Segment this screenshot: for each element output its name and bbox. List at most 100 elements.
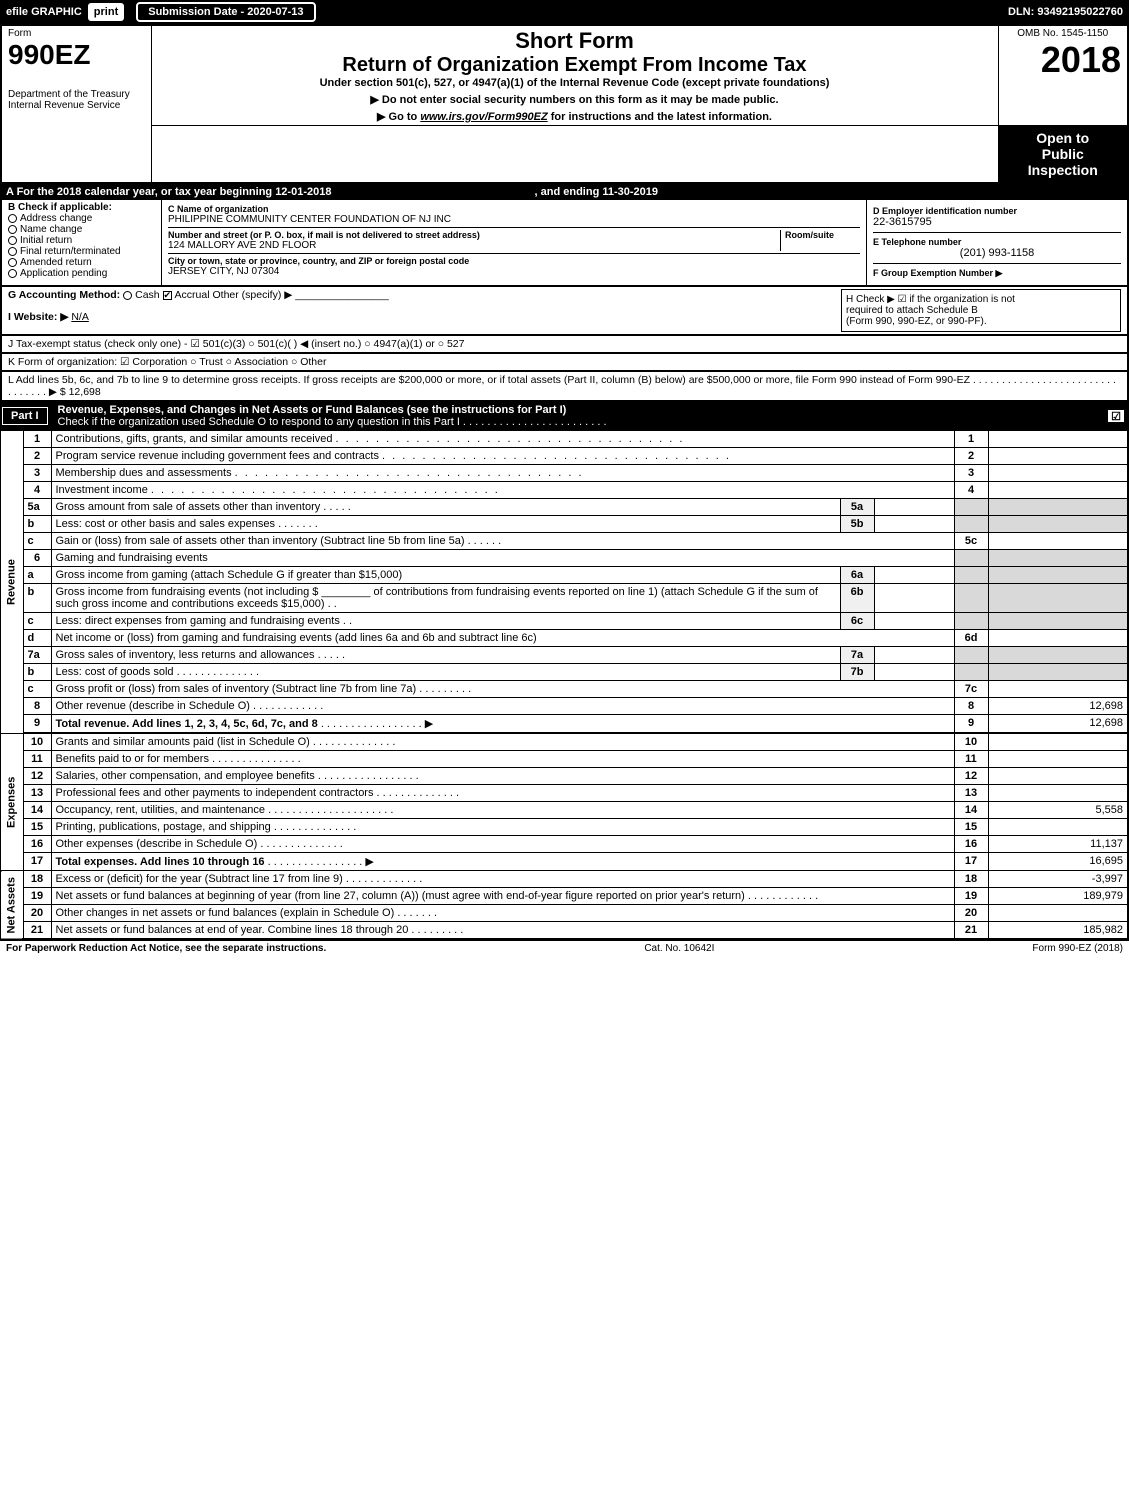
goto-line: ▶ Go to www.irs.gov/Form990EZ for instru… [158,110,992,123]
phone-value: (201) 993-1158 [873,247,1121,259]
line-18: Net Assets 18Excess or (deficit) for the… [1,871,1128,888]
part1-check-line: Check if the organization used Schedule … [58,416,607,428]
goto-suffix: for instructions and the latest informat… [548,111,772,123]
chk-final-return[interactable]: Final return/terminated [8,246,155,257]
line-2: 2Program service revenue including gover… [1,448,1128,465]
part1-checkbox[interactable]: ☑ [1107,409,1125,423]
footer-left: For Paperwork Reduction Act Notice, see … [6,943,326,954]
line-5b: bLess: cost or other basis and sales exp… [1,516,1128,533]
line-8: 8Other revenue (describe in Schedule O) … [1,698,1128,715]
part1-header: Part I Revenue, Expenses, and Changes in… [0,402,1129,430]
street-row: Number and street (or P. O. box, if mail… [168,228,860,254]
street-label: Number and street (or P. O. box, if mail… [168,230,780,240]
tax-year: 2018 [1005,39,1122,81]
efile-graphic-text: efile GRAPHIC [6,6,82,18]
header-left-cell: Form 990EZ Department of the Treasury In… [1,25,151,183]
open-line2: Public [1003,146,1124,162]
line-17: 17Total expenses. Add lines 10 through 1… [1,853,1128,871]
tax-period-bar: A For the 2018 calendar year, or tax yea… [0,184,1129,200]
open-to-public: Open to Public Inspection [999,126,1128,182]
info-grid: B Check if applicable: Address change Na… [0,200,1129,287]
line-6a: aGross income from gaming (attach Schedu… [1,567,1128,584]
g-accounting: G Accounting Method: Cash Accrual Other … [8,289,833,323]
dept-treasury: Department of the Treasury [8,89,145,100]
g-cash[interactable]: Cash [123,289,160,301]
goto-text: ▶ Go to [377,111,420,123]
h-box: H Check ▶ ☑ if the organization is not r… [841,289,1121,332]
line-7b: bLess: cost of goods sold . . . . . . . … [1,664,1128,681]
omb-cell: OMB No. 1545-1150 2018 [998,25,1128,126]
city-label: City or town, state or province, country… [168,256,860,266]
h-line3: (Form 990, 990-EZ, or 990-PF). [846,316,1116,327]
efile-label: efile GRAPHIC print [0,0,130,24]
line-4: 4Investment income 4 [1,482,1128,499]
irs-link[interactable]: www.irs.gov/Form990EZ [420,111,547,123]
g-other[interactable]: Other (specify) ▶ ________________ [212,289,388,301]
amt-8: 12,698 [988,698,1128,715]
open-line1: Open to [1003,130,1124,146]
room-label: Room/suite [785,230,860,240]
amt-21: 185,982 [988,922,1128,940]
irs-label: Internal Revenue Service [8,100,145,111]
amt-14: 5,558 [988,802,1128,819]
header-center-cell: Short Form Return of Organization Exempt… [151,25,998,126]
line-7a: 7aGross sales of inventory, less returns… [1,647,1128,664]
ein-value: 22-3615795 [873,216,1121,228]
phone-label: E Telephone number [873,237,1121,247]
chk-initial-return[interactable]: Initial return [8,235,155,246]
line-7c: cGross profit or (loss) from sales of in… [1,681,1128,698]
l-line: L Add lines 5b, 6c, and 7b to line 9 to … [0,372,1129,402]
section-b-header: B Check if applicable: [8,202,155,213]
form-word: Form [8,28,145,39]
l-line-text: L Add lines 5b, 6c, and 7b to line 9 to … [8,374,1116,398]
part1-title: Revenue, Expenses, and Changes in Net As… [50,402,1103,430]
g-label: G Accounting Method: [8,289,120,301]
chk-name-change[interactable]: Name change [8,224,155,235]
line-9: 9Total revenue. Add lines 1, 2, 3, 4, 5c… [1,715,1128,733]
open-line3: Inspection [1003,162,1124,178]
line-5a: 5aGross amount from sale of assets other… [1,499,1128,516]
footer-right: Form 990-EZ (2018) [1032,943,1123,954]
chk-amended-return[interactable]: Amended return [8,257,155,268]
line-19: 19Net assets or fund balances at beginni… [1,888,1128,905]
chk-application-pending[interactable]: Application pending [8,268,155,279]
org-name-value: PHILIPPINE COMMUNITY CENTER FOUNDATION O… [168,214,860,225]
under-section: Under section 501(c), 527, or 4947(a)(1)… [158,77,992,89]
h-line2: required to attach Schedule B [846,305,1116,316]
part1-tag: Part I [2,407,48,425]
group-exemption-label: F Group Exemption Number ▶ [873,268,1121,279]
chk-address-change[interactable]: Address change [8,213,155,224]
topbar-spacer [322,0,1002,24]
short-form-title: Short Form [158,28,992,54]
footer-mid: Cat. No. 10642I [644,943,714,954]
line-6d: dNet income or (loss) from gaming and fu… [1,630,1128,647]
header-center-bottom [151,126,998,184]
line-6c: cLess: direct expenses from gaming and f… [1,613,1128,630]
line-6b: bGross income from fundraising events (n… [1,584,1128,613]
period-a: A For the 2018 calendar year, or tax yea… [6,186,331,198]
line-15: 15Printing, publications, postage, and s… [1,819,1128,836]
g-accrual[interactable]: Accrual [163,289,210,301]
top-bar: efile GRAPHIC print Submission Date - 20… [0,0,1129,24]
line-1: Revenue 1Contributions, gifts, grants, a… [1,431,1128,448]
part1-table: Revenue 1Contributions, gifts, grants, a… [0,430,1129,940]
form-number: 990EZ [8,39,145,71]
org-name-row: C Name of organization PHILIPPINE COMMUN… [168,202,860,228]
city-row: City or town, state or province, country… [168,254,860,279]
submission-date: Submission Date - 2020-07-13 [136,2,315,22]
j-line: J Tax-exempt status (check only one) - ☑… [0,336,1129,354]
phone-row: E Telephone number (201) 993-1158 [873,233,1121,264]
dln-label: DLN: 93492195022760 [1002,0,1129,24]
amt-18: -3,997 [988,871,1128,888]
page-footer: For Paperwork Reduction Act Notice, see … [0,940,1129,956]
section-c: C Name of organization PHILIPPINE COMMUN… [162,200,867,285]
open-inspection-cell: Open to Public Inspection [998,126,1128,184]
l-line-amount: 12,698 [69,386,101,398]
amt-9: 12,698 [988,715,1128,733]
g-h-row: G Accounting Method: Cash Accrual Other … [0,287,1129,336]
city-value: JERSEY CITY, NJ 07304 [168,266,860,277]
line-6: 6Gaming and fundraising events [1,550,1128,567]
line-21: 21Net assets or fund balances at end of … [1,922,1128,940]
line-20: 20Other changes in net assets or fund ba… [1,905,1128,922]
print-button[interactable]: print [88,3,124,21]
